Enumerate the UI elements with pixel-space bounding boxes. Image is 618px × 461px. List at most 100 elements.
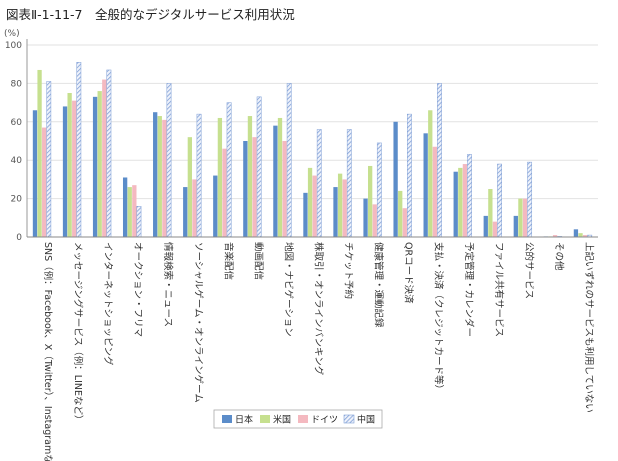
bar-usa-0 bbox=[37, 69, 42, 238]
bar-japan-18 bbox=[573, 229, 579, 237]
y-tick-label: 100 bbox=[5, 41, 22, 51]
bar-usa-10 bbox=[337, 173, 343, 237]
bar-germany-15 bbox=[492, 221, 498, 237]
x-category-label: 地図・ナビゲーション bbox=[282, 242, 294, 337]
bar-japan-0 bbox=[32, 110, 38, 237]
bar-germany-2 bbox=[102, 79, 107, 237]
bar-china-10 bbox=[346, 129, 352, 238]
bar-china-16 bbox=[527, 161, 533, 238]
bar-china-2 bbox=[106, 69, 112, 238]
bar-china-14 bbox=[467, 154, 472, 238]
bar-japan-13 bbox=[423, 133, 428, 237]
bar-japan-7 bbox=[243, 141, 248, 237]
bar-germany-11 bbox=[372, 204, 377, 237]
bar-germany-18 bbox=[582, 235, 588, 237]
x-category-label: オークション・フリマ bbox=[132, 242, 143, 337]
bar-germany-8 bbox=[282, 141, 287, 237]
bar-germany-17 bbox=[552, 235, 558, 237]
bar-japan-1 bbox=[62, 106, 68, 237]
bar-china-15 bbox=[497, 163, 502, 238]
x-category-label: 情報検索・ニュース bbox=[162, 242, 174, 327]
bar-germany-9 bbox=[312, 175, 317, 237]
y-tick-label: 60 bbox=[11, 118, 23, 128]
x-category-label: 予定管理・カレンダー bbox=[463, 242, 475, 337]
bar-usa-1 bbox=[67, 93, 72, 237]
bar-china-4 bbox=[166, 83, 172, 238]
x-category-label: 健康管理・運動記録 bbox=[373, 242, 385, 328]
x-category-label: 上記いずれのサービスも利用していない bbox=[583, 242, 595, 413]
bar-usa-16 bbox=[518, 198, 523, 237]
bar-germany-4 bbox=[162, 119, 167, 237]
bar-usa-4 bbox=[157, 116, 162, 237]
legend-label-usa: 米国 bbox=[273, 414, 291, 426]
bar-germany-14 bbox=[462, 164, 468, 237]
bar-japan-4 bbox=[153, 112, 158, 237]
x-category-label: メッセージングサービス（例：LINEなど） bbox=[72, 242, 84, 425]
y-tick-label: 0 bbox=[16, 233, 22, 243]
x-category-label: その他 bbox=[553, 242, 565, 271]
legend-swatch-japan bbox=[222, 415, 232, 423]
bar-japan-6 bbox=[213, 175, 218, 237]
bar-china-8 bbox=[286, 83, 292, 238]
x-category-label: QRコード決済 bbox=[403, 242, 415, 304]
bar-china-1 bbox=[76, 62, 82, 238]
y-tick-label: 80 bbox=[11, 79, 23, 89]
bar-usa-15 bbox=[488, 189, 493, 237]
legend-label-china: 中国 bbox=[357, 414, 375, 426]
legend: 日本 米国 ドイツ 中国 bbox=[213, 409, 383, 429]
bar-china-6 bbox=[226, 102, 232, 238]
bar-usa-14 bbox=[458, 167, 463, 237]
bar-japan-8 bbox=[273, 125, 278, 237]
bar-japan-9 bbox=[303, 192, 308, 237]
bar-japan-10 bbox=[333, 187, 338, 237]
bar-usa-5 bbox=[187, 137, 192, 237]
bar-germany-12 bbox=[402, 208, 407, 237]
bar-usa-13 bbox=[428, 110, 433, 237]
y-axis-unit: (%) bbox=[4, 29, 20, 39]
x-category-label: 動画配信 bbox=[252, 242, 264, 280]
bar-china-12 bbox=[407, 113, 412, 238]
bar-japan-16 bbox=[513, 215, 518, 237]
x-category-label: チケット予約 bbox=[343, 242, 355, 299]
bar-usa-6 bbox=[217, 117, 223, 237]
x-category-label: 音楽配信 bbox=[222, 242, 234, 280]
bar-usa-2 bbox=[97, 91, 102, 237]
bar-usa-8 bbox=[277, 117, 283, 237]
bar-china-5 bbox=[196, 113, 202, 238]
bar-japan-12 bbox=[393, 121, 398, 237]
bar-japan-11 bbox=[363, 198, 368, 237]
legend-swatch-usa bbox=[260, 415, 270, 423]
chart-title: 図表Ⅱ-1-11-7 全般的なデジタルサービス利用状況 bbox=[6, 7, 295, 22]
bar-japan-3 bbox=[122, 177, 128, 237]
bar-china-13 bbox=[437, 83, 442, 238]
bar-usa-11 bbox=[368, 165, 373, 237]
bar-germany-1 bbox=[72, 100, 77, 238]
bar-japan-14 bbox=[453, 171, 458, 237]
x-category-label: ソーシャルゲーム・オンラインゲーム bbox=[192, 242, 204, 403]
bar-germany-10 bbox=[342, 179, 347, 237]
bar-usa-12 bbox=[398, 190, 403, 237]
y-tick-label: 20 bbox=[11, 195, 23, 205]
y-tick-label: 40 bbox=[11, 156, 23, 166]
bar-germany-6 bbox=[222, 148, 227, 237]
bar-china-7 bbox=[256, 96, 262, 238]
bar-china-9 bbox=[316, 129, 322, 238]
bar-china-3 bbox=[136, 206, 142, 238]
bar-japan-2 bbox=[92, 96, 98, 237]
bar-germany-13 bbox=[432, 146, 438, 237]
x-category-label: 公的サービス bbox=[523, 242, 535, 299]
legend-label-japan: 日本 bbox=[235, 414, 253, 426]
bar-germany-7 bbox=[252, 137, 257, 237]
bar-china-11 bbox=[376, 142, 382, 238]
bar-usa-18 bbox=[578, 233, 583, 237]
legend-swatch-germany bbox=[298, 415, 308, 423]
x-category-label: 支払・決済（クレジットカード等） bbox=[433, 242, 445, 394]
bar-japan-15 bbox=[483, 215, 488, 237]
legend-swatch-china bbox=[343, 414, 355, 424]
bar-usa-7 bbox=[247, 116, 253, 237]
x-category-label: 株取引・オンラインバンキング bbox=[313, 242, 325, 376]
x-category-label: SNS（例：Facebook、X（Twitter）、Instagramなど） bbox=[42, 242, 54, 461]
bar-china-0 bbox=[46, 81, 52, 238]
x-category-label: インターネットショッピング bbox=[102, 242, 114, 366]
